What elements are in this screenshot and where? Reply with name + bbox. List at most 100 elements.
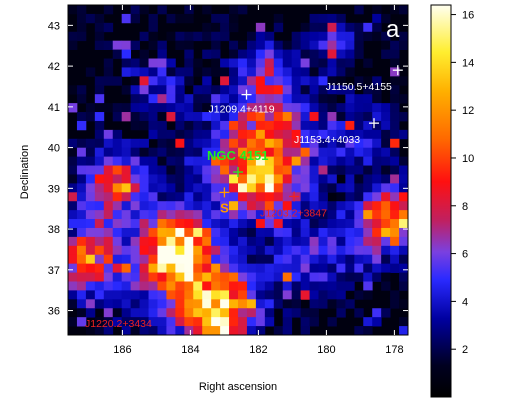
map-pixel: [246, 210, 257, 220]
map-pixel: [336, 40, 346, 50]
map-pixel: [291, 254, 302, 265]
map-pixel: [139, 227, 149, 238]
map-pixel: [273, 183, 284, 193]
map-pixel: [175, 85, 185, 95]
map-pixel: [300, 85, 310, 95]
map-pixel: [300, 147, 310, 158]
map-pixel: [399, 112, 409, 122]
map-pixel: [166, 281, 176, 291]
map-pixel: [94, 112, 105, 122]
map-pixel: [246, 281, 257, 291]
map-pixel: [264, 272, 275, 282]
map-pixel: [184, 299, 194, 309]
map-pixel: [354, 174, 364, 184]
map-pixel: [175, 192, 185, 202]
map-pixel: [211, 138, 221, 149]
map-pixel: [318, 40, 328, 50]
map-pixel: [112, 183, 123, 193]
map-pixel: [94, 22, 105, 33]
map-pixel: [112, 112, 123, 122]
map-pixel: [255, 165, 266, 175]
map-pixel: [246, 326, 257, 336]
map-pixel: [318, 103, 328, 113]
colorbar-ticks: 2 4 6 8 10 12 14 16: [451, 10, 474, 356]
map-pixel: [381, 156, 391, 166]
map-pixel: [76, 263, 87, 273]
map-pixel: [372, 174, 382, 184]
map-pixel: [327, 219, 337, 229]
map-pixel: [345, 31, 355, 42]
map-pixel: [202, 138, 212, 149]
map-pixel: [85, 254, 96, 265]
map-pixel: [220, 174, 230, 184]
map-pixel: [103, 183, 114, 193]
map-pixel: [220, 281, 230, 291]
map-pixel: [309, 76, 319, 86]
map-pixel: [273, 138, 284, 149]
map-pixel: [273, 201, 284, 211]
map-pixel: [202, 22, 212, 33]
map-pixel: [184, 245, 194, 256]
x-tick-label: 186: [113, 344, 131, 356]
map-pixel: [291, 210, 302, 220]
map-pixel: [175, 227, 185, 238]
map-pixel: [139, 120, 149, 131]
map-pixel: [94, 326, 105, 336]
map-pixel: [291, 138, 302, 149]
map-pixel: [318, 192, 328, 202]
map-pixel: [175, 263, 185, 273]
map-pixel: [220, 67, 230, 77]
map-pixel: [264, 85, 275, 95]
map-pixel: [130, 281, 140, 291]
map-pixel: [300, 308, 310, 318]
map-pixel: [94, 31, 105, 42]
map-pixel: [193, 326, 203, 336]
map-pixel: [68, 201, 78, 211]
map-pixel: [148, 219, 158, 229]
map-pixel: [166, 272, 176, 282]
map-pixel: [273, 174, 284, 184]
map-pixel: [148, 94, 158, 104]
map-pixel: [220, 219, 230, 229]
map-pixel: [246, 183, 257, 193]
map-pixel: [166, 31, 176, 42]
map-pixel: [273, 219, 284, 229]
map-pixel: [246, 67, 257, 77]
map-pixel: [211, 254, 221, 265]
map-pixel: [211, 317, 221, 327]
map-pixel: [139, 49, 149, 59]
map-pixel: [300, 236, 310, 247]
map-pixel: [157, 290, 167, 300]
map-pixel: [390, 67, 400, 77]
map-pixel: [148, 22, 158, 33]
map-pixel: [184, 201, 194, 211]
map-pixel: [112, 299, 123, 309]
map-pixel: [345, 129, 355, 140]
map-pixel: [148, 245, 158, 256]
map-pixel: [193, 129, 203, 140]
map-pixel: [354, 227, 364, 238]
map-pixel: [175, 281, 185, 291]
map-pixel: [193, 263, 203, 273]
map-pixel: [148, 103, 158, 113]
map-pixel: [130, 227, 140, 238]
map-pixel: [148, 317, 158, 327]
map-pixel: [184, 94, 194, 104]
map-pixel: [363, 174, 373, 184]
map-pixel: [112, 103, 123, 113]
map-pixel: [327, 281, 337, 291]
map-pixel: [264, 192, 275, 202]
map-pixel: [157, 156, 167, 166]
map-pixel: [336, 138, 346, 149]
map-pixel: [139, 183, 149, 193]
map-pixel: [112, 254, 123, 265]
map-pixel: [220, 13, 230, 24]
map-pixel: [202, 120, 212, 131]
map-pixel: [300, 31, 310, 42]
y-tick-label: 40: [48, 143, 60, 155]
map-pixel: [300, 129, 310, 140]
map-pixel: [309, 317, 319, 327]
map-pixel: [121, 112, 132, 122]
map-pixel: [68, 219, 78, 229]
